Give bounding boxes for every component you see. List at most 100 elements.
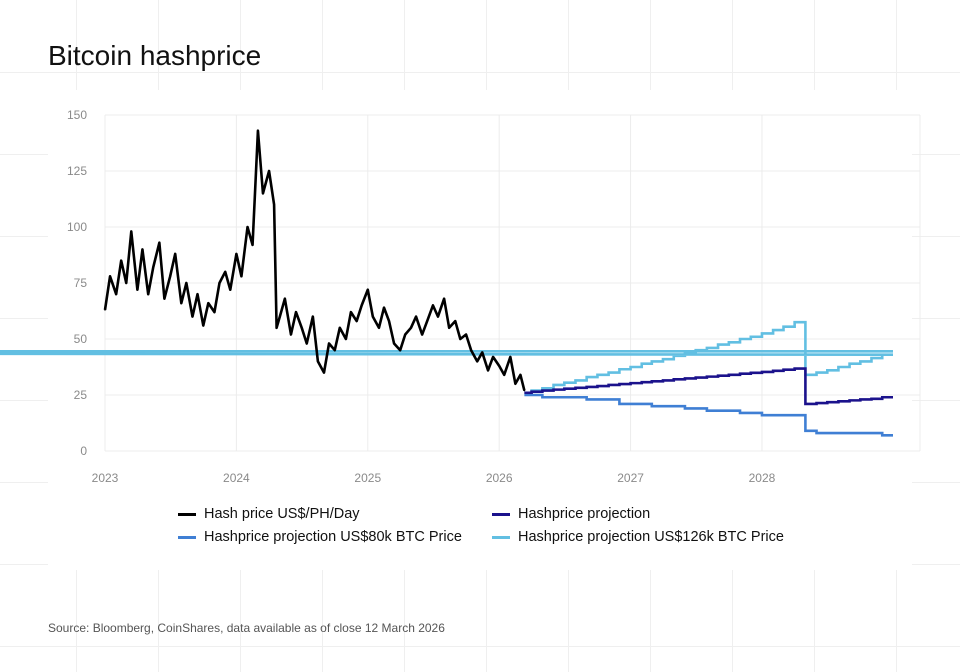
x-tick-label: 2027 [617,471,644,485]
data-point-hash-price [459,338,462,340]
data-point-hash-price [503,374,506,376]
y-tick-label: 75 [74,276,88,290]
legend-label: Hashprice projection [518,506,651,522]
data-point-hash-price [174,253,176,255]
data-point-hash-price [333,349,336,352]
data-point-hash-price [115,293,117,296]
data-point-hash-price [147,293,149,296]
data-point-hash-price [426,320,428,322]
series-projection [524,367,893,406]
x-tick-label: 2028 [749,471,776,485]
data-point-hash-price [284,297,286,300]
data-point-hash-price [388,320,390,322]
source-note: Source: Bloomberg, CoinShares, data avai… [48,621,445,635]
data-point-hash-price [262,192,264,195]
data-point-hash-price [317,360,319,363]
data-point-hash-price [104,309,106,311]
y-tick-label: 125 [67,164,87,178]
data-point-hash-price [218,282,221,284]
data-point-hash-price [360,304,363,307]
data-point-hash-price [141,248,144,251]
data-point-hash-price [235,253,238,255]
y-tick-label: 25 [74,388,88,402]
legend-swatch [178,535,196,539]
data-point-hash-price [432,304,434,307]
data-point-hash-price [481,351,484,354]
data-point-hash-price [229,288,232,291]
x-tick-label: 2023 [92,471,119,485]
data-point-hash-price [476,360,479,363]
data-point-hash-price [207,302,210,304]
data-point-hash-price [246,226,249,228]
legend-item-hash-price: Hash price US$/PH/Day [178,506,360,522]
data-point-hash-price [312,315,314,318]
data-point-hash-price [163,297,166,300]
chart-card [48,90,912,570]
data-point-hash-price [509,356,512,358]
data-point-hash-price [487,369,489,372]
data-point-hash-price [328,342,330,345]
data-point-hash-price [125,282,128,284]
legend-item-projection-80k: Hashprice projection US$80k BTC Price [178,529,462,545]
y-tick-label: 150 [67,108,87,122]
data-point-hash-price [136,288,139,291]
data-point-hash-price [268,170,270,172]
data-point-hash-price [465,333,467,336]
data-point-hash-price [213,311,216,313]
data-point-hash-price [196,293,199,296]
x-tick-label: 2026 [486,471,513,485]
data-point-hash-price [120,259,122,262]
data-point-hash-price [514,383,517,385]
data-point-hash-price [443,297,445,300]
data-point-hash-price [350,311,352,313]
x-tick-label: 2025 [354,471,381,485]
series-projection-80k [524,393,893,437]
data-point-hash-price [158,241,161,244]
y-tick-label: 50 [74,332,88,346]
chart-title: Bitcoin hashprice [48,40,262,71]
data-point-hash-price [378,327,380,329]
legend-item-projection: Hashprice projection [492,506,650,522]
data-point-hash-price [273,203,275,206]
data-point-hash-price [498,365,500,367]
series-projection-126k [0,320,894,395]
legend-item-projection-126k: Hashprice projection US$126k BTC Price [492,529,784,545]
data-point-hash-price [300,327,303,329]
data-point-hash-price [295,311,297,313]
data-point-hash-price [275,327,278,329]
data-point-hash-price [191,315,194,318]
data-point-hash-price [305,342,308,345]
data-point-hash-price [224,271,227,273]
legend-label: Hashprice projection US$80k BTC Price [204,529,462,545]
data-point-hash-price [383,306,385,309]
data-point-hash-price [415,315,417,318]
legend-swatch [492,535,510,539]
y-tick-label: 100 [67,220,87,234]
data-point-hash-price [169,275,171,278]
data-point-hash-price [437,315,439,318]
data-point-hash-price [372,315,374,318]
data-point-hash-price [448,327,450,329]
data-point-hash-price [492,356,494,358]
data-point-hash-price [470,349,472,352]
data-point-hash-price [185,282,188,284]
data-point-hash-price [152,266,155,269]
legend-label: Hashprice projection US$126k BTC Price [518,529,784,545]
data-point-hash-price [454,320,457,322]
data-point-hash-price [523,389,526,392]
data-point-hash-price [279,315,281,318]
y-tick-label: 0 [80,444,87,458]
legend-swatch [492,512,510,516]
data-point-hash-price [421,333,423,336]
data-point-hash-price [257,129,259,132]
data-point-hash-price [290,333,292,336]
data-point-hash-price [399,349,401,352]
data-point-hash-price [130,230,133,233]
data-point-hash-price [410,327,412,329]
data-point-hash-price [393,342,395,345]
data-point-hash-price [109,275,111,278]
x-tick-label: 2024 [223,471,250,485]
data-point-hash-price [366,288,369,291]
legend-swatch [178,512,196,516]
